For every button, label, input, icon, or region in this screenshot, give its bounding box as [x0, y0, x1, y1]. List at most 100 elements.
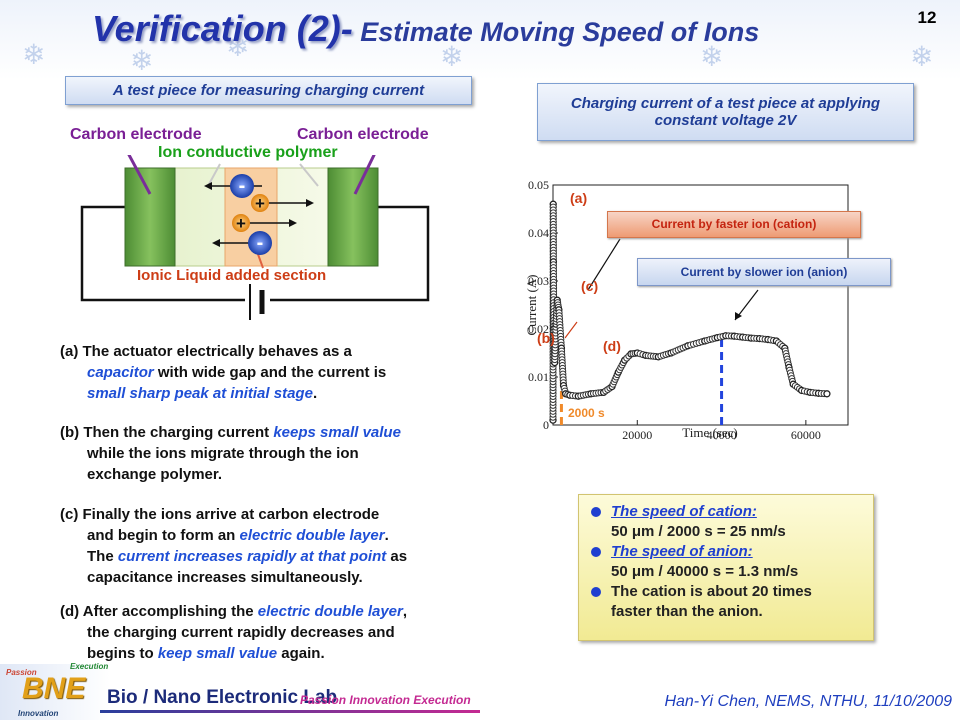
ionic-liquid-label: Ionic Liquid added section — [137, 267, 327, 284]
logo-area — [0, 664, 110, 720]
charging-box-text: Charging current of a test piece at appl… — [570, 95, 881, 129]
desc-a-prefix: (a) The actuator electrically behaves as… — [60, 343, 352, 360]
desc-c-edl: electric double layer — [239, 527, 385, 544]
desc-d-text: begins to — [87, 645, 158, 662]
pointer-line — [299, 163, 319, 187]
anion-ion — [230, 174, 254, 198]
cation-ion — [251, 194, 269, 212]
cation-sign: + — [236, 214, 246, 233]
chart-label-a: (a) — [570, 190, 588, 206]
desc-c-text: The — [87, 548, 118, 565]
page-title: Verification (2)- Estimate Moving Speed … — [92, 8, 922, 50]
chart-label-d: (d) — [603, 338, 621, 354]
pointer-line — [353, 155, 376, 195]
ratio-line2: faster than the anion. — [611, 603, 763, 620]
lab-slogan: Passion Innovation Execution — [300, 693, 471, 707]
logo-execution: Execution — [70, 662, 109, 671]
snowflake-icon: ❄ — [226, 30, 250, 63]
x-axis-label: Time (sec) — [682, 425, 738, 440]
description-c: (c) Finally the ions arrive at carbon el… — [60, 504, 485, 588]
x-axis-ticks: 20000 40000 60000 — [622, 420, 821, 440]
cation-callout-box: Current by faster ion (cation) — [607, 211, 861, 238]
desc-d-comma: , — [402, 603, 408, 620]
y-tick-label: 0.01 — [528, 370, 549, 384]
anion-ion — [248, 231, 272, 255]
desc-b-prefix: (b) Then the charging current — [60, 424, 274, 441]
y-tick-label: 0.03 — [528, 274, 549, 288]
marker-2000-label: 2000 s — [568, 406, 605, 420]
anion-sign: - — [257, 232, 264, 254]
speed-item-ratio: The cation is about 20 times — [579, 582, 873, 602]
speed-summary-box: The speed of cation: 50 μm / 2000 s = 25… — [578, 494, 874, 641]
desc-d-text: again. — [277, 645, 325, 662]
logo-innovation: Innovation — [18, 709, 59, 718]
snowflake-icon: ❄ — [700, 40, 724, 73]
title-main: Verification (2)- — [92, 8, 353, 49]
electrode-label-left: Carbon electrode — [70, 126, 202, 143]
cation-speed-heading: The speed of cation: — [611, 503, 757, 520]
snowflake-icon: ❄ — [910, 40, 934, 73]
chart-label-c: (c) — [581, 278, 599, 294]
chart-label-b: (b) — [537, 330, 555, 346]
desc-c-period: . — [384, 527, 389, 544]
callout-line — [587, 238, 621, 291]
polymer-label: Ion conductive polymer — [158, 144, 338, 161]
anion-speed-value: 50 μm / 40000 s = 1.3 nm/s — [611, 563, 799, 580]
snowflake-icon: ❄ — [440, 40, 464, 73]
header-band — [0, 0, 960, 80]
y-tick-label: 0.02 — [528, 322, 549, 336]
description-d: (d) After accomplishing the electric dou… — [60, 601, 485, 664]
lab-name: Bio / Nano Electronic Lab — [107, 687, 338, 708]
speed-item-anion: The speed of anion: — [579, 542, 873, 562]
page-number: 12 — [917, 8, 937, 27]
footer-divider — [100, 710, 480, 713]
desc-c-line1: (c) Finally the ions arrive at carbon el… — [60, 506, 380, 523]
data-series — [549, 200, 831, 424]
desc-b-line2: while the ions migrate through the ion — [87, 445, 359, 462]
x-tick-label: 60000 — [791, 428, 821, 440]
arrow-head — [289, 219, 297, 227]
desc-d-prefix: (d) After accomplishing the — [60, 603, 258, 620]
desc-b-keep-small: keeps small value — [273, 424, 401, 441]
bullet-icon — [591, 547, 601, 557]
charging-current-title-box: Charging current of a test piece at appl… — [537, 83, 914, 141]
test-piece-title-box: A test piece for measuring charging curr… — [65, 76, 472, 105]
electrode-right — [327, 167, 379, 267]
description-b: (b) Then the charging current keeps smal… — [60, 422, 485, 485]
bullet-icon — [591, 507, 601, 517]
title-subtitle: Estimate Moving Speed of Ions — [352, 17, 760, 47]
desc-a-capacitor: capacitor — [87, 364, 154, 381]
desc-c-text: and begin to form an — [87, 527, 240, 544]
desc-a-peak: small sharp peak at initial stage — [87, 385, 313, 402]
pointer-line — [207, 163, 221, 187]
desc-b-line3: exchange polymer. — [87, 466, 223, 483]
desc-d-line2: the charging current rapidly decreases a… — [87, 624, 395, 641]
snowflake-icon: ❄ — [130, 44, 154, 77]
desc-c-increase: current increases rapidly at that point — [117, 548, 387, 565]
data-point — [823, 390, 831, 398]
desc-d-keep-small: keep small value — [157, 645, 278, 662]
electrode-left — [124, 167, 176, 267]
desc-d-edl: electric double layer — [257, 603, 403, 620]
x-tick-label: 40000 — [707, 428, 737, 440]
anion-speed-heading: The speed of anion: — [611, 543, 753, 560]
arrow-head — [306, 199, 314, 207]
y-tick-label: 0.04 — [528, 226, 549, 240]
speed-item-cation: The speed of cation: — [579, 502, 873, 522]
logo-bne: BNE — [22, 672, 86, 705]
electrode-label-right: Carbon electrode — [297, 126, 429, 143]
y-tick-label: 0.05 — [528, 178, 549, 192]
desc-a-period: . — [312, 385, 318, 402]
y-tick-label: 0 — [543, 418, 549, 432]
description-a: (a) The actuator electrically behaves as… — [60, 341, 485, 404]
bullet-icon — [591, 587, 601, 597]
snowflake-icon: ❄ — [22, 38, 46, 71]
arrow-head — [735, 312, 742, 320]
logo-passion: Passion — [6, 668, 37, 677]
ratio-line1: The cation is about 20 times — [611, 583, 812, 600]
footer-author: Han-Yi Chen, NEMS, NTHU, 11/10/2009 — [664, 693, 952, 710]
cation-ion — [232, 214, 250, 232]
desc-c-text: as — [386, 548, 408, 565]
anion-sign: - — [239, 175, 246, 197]
cation-sign: + — [255, 194, 265, 213]
